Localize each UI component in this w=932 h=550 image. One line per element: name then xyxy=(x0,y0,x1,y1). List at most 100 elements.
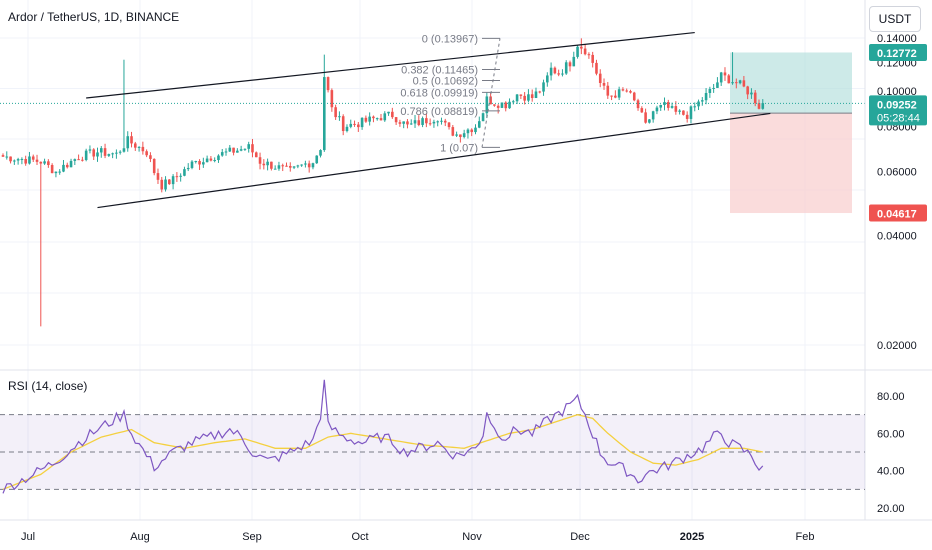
target-price-badge: 0.12772 xyxy=(877,48,917,60)
candle-body xyxy=(368,116,371,122)
candle-body xyxy=(530,94,534,98)
candle-body xyxy=(614,95,617,98)
time-tick-label: Jul xyxy=(21,531,35,543)
candle-body xyxy=(447,122,451,128)
candle-body xyxy=(508,101,511,109)
candle-body xyxy=(236,150,239,153)
candle-body xyxy=(648,119,651,123)
candle-body xyxy=(141,146,145,152)
candle-body xyxy=(254,152,258,158)
candle-body xyxy=(145,151,148,156)
candle-body xyxy=(451,127,455,136)
candle-body xyxy=(24,158,27,164)
candle-body xyxy=(281,165,285,167)
candle-body xyxy=(243,148,247,150)
candle-body xyxy=(5,156,9,158)
candle-body xyxy=(65,164,69,168)
current-price-badge-countdown: 05:28:44 xyxy=(877,112,920,124)
candle-body xyxy=(103,148,107,156)
price-tick-label: 0.02000 xyxy=(877,340,917,352)
candle-body xyxy=(568,62,572,67)
candle-body xyxy=(576,46,579,57)
candle-body xyxy=(288,165,292,168)
candle-body xyxy=(73,159,77,161)
candle-body xyxy=(111,153,114,155)
rsi-indicator-label[interactable]: RSI (14, close) xyxy=(8,379,88,393)
stop-zone xyxy=(730,113,852,214)
candle-body xyxy=(92,149,96,157)
candle-body xyxy=(549,67,553,76)
price-axis: 0.140000.120000.100000.080000.060000.040… xyxy=(869,33,927,352)
candle-body xyxy=(122,148,126,152)
candle-body xyxy=(228,147,232,152)
candle-body xyxy=(96,152,99,157)
candle-body xyxy=(674,106,678,112)
time-tick-label: 2025 xyxy=(680,531,704,543)
rsi-line xyxy=(2,379,764,494)
candle-body xyxy=(693,106,697,108)
candle-body xyxy=(398,122,402,124)
candle-body xyxy=(315,155,319,164)
fib-level-label: 0.5 (0.10692) xyxy=(413,76,478,88)
candle-body xyxy=(35,159,39,162)
time-tick-label: Feb xyxy=(796,531,815,543)
candle-body xyxy=(183,169,186,176)
stop-price-badge-bg xyxy=(869,204,927,222)
candle-body xyxy=(572,56,576,67)
candle-body xyxy=(277,165,281,169)
candle-body xyxy=(610,95,613,97)
candle-body xyxy=(99,148,103,153)
candles xyxy=(1,38,765,327)
candle-body xyxy=(440,120,443,122)
price-tick-label: 0.14000 xyxy=(877,33,917,45)
candle-body xyxy=(77,159,80,161)
candle-body xyxy=(130,136,133,144)
candle-body xyxy=(629,91,632,93)
candle-body xyxy=(663,102,666,106)
current-price-badge-bg xyxy=(869,95,927,126)
candle-body xyxy=(217,155,220,161)
candle-body xyxy=(527,94,530,101)
candle-body xyxy=(625,90,628,92)
candle-body xyxy=(391,111,394,118)
candle-body xyxy=(360,117,364,128)
candle-body xyxy=(761,103,765,109)
candle-body xyxy=(443,120,447,123)
candle-body xyxy=(719,72,723,83)
candle-body xyxy=(421,118,424,125)
candle-body xyxy=(670,106,674,108)
candle-body xyxy=(425,118,428,124)
candle-body xyxy=(519,94,523,96)
candle-body xyxy=(84,150,88,161)
candle-body xyxy=(81,159,84,161)
chart-title: Ardor / TetherUS, 1D, BINANCE xyxy=(8,10,180,24)
channel-upper-line xyxy=(86,31,695,99)
candle-body xyxy=(175,176,179,178)
candle-body xyxy=(512,101,515,103)
candle-body xyxy=(602,83,606,86)
candle-body xyxy=(39,161,43,164)
candle-body xyxy=(372,116,375,119)
candle-body xyxy=(326,77,330,91)
candle-body xyxy=(270,161,273,169)
time-tick-label: Oct xyxy=(351,531,368,543)
candle-body xyxy=(164,179,167,190)
candle-body xyxy=(523,95,526,101)
candle-body xyxy=(485,96,489,114)
currency-selector-button[interactable]: USDT xyxy=(869,6,921,32)
candle-body xyxy=(296,165,300,167)
candle-body xyxy=(258,157,262,164)
candle-body xyxy=(54,171,58,174)
candle-body xyxy=(402,121,405,124)
candle-body xyxy=(379,118,383,121)
candle-body xyxy=(62,164,65,172)
candle-body xyxy=(701,100,704,102)
candle-body xyxy=(47,161,50,166)
candle-body xyxy=(292,166,296,168)
candle-body xyxy=(31,156,35,160)
candle-body xyxy=(152,158,156,174)
price-tick-label: 0.10000 xyxy=(877,86,917,98)
candle-body xyxy=(489,96,492,105)
candle-body xyxy=(118,151,122,153)
